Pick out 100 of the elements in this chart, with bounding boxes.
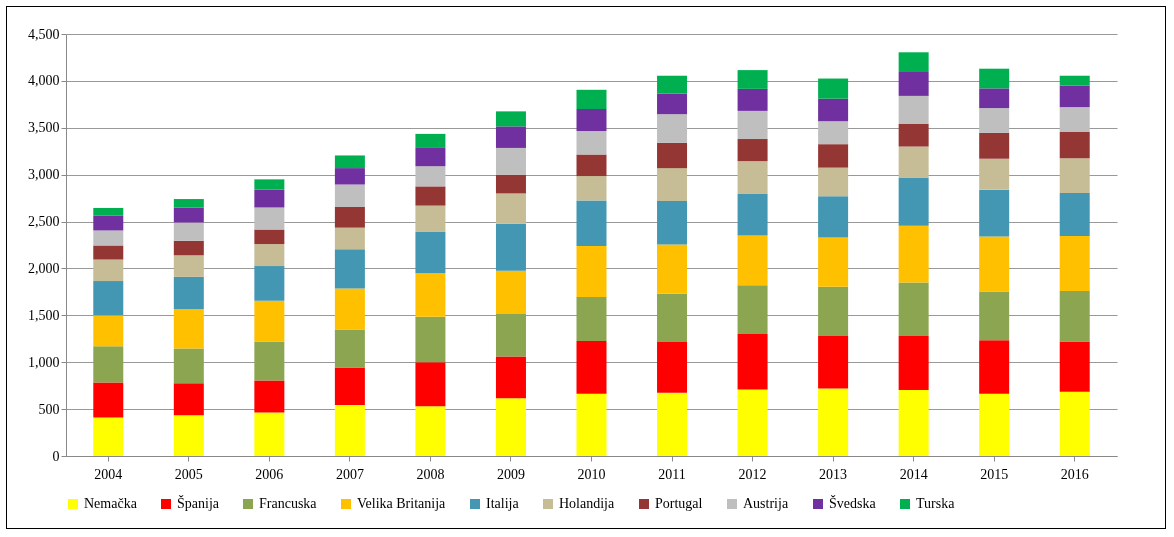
bar xyxy=(657,244,688,294)
x-tick-label: 2009 xyxy=(496,466,525,482)
bar xyxy=(737,70,768,89)
bar xyxy=(576,154,607,177)
bar xyxy=(334,155,365,169)
bar xyxy=(93,417,124,456)
bar xyxy=(334,367,365,405)
bar xyxy=(334,404,365,456)
bar xyxy=(415,362,446,407)
bar xyxy=(979,88,1010,109)
y-tick-label: 4,500 xyxy=(28,26,60,42)
bar xyxy=(93,215,124,231)
x-tick-label: 2004 xyxy=(94,466,123,482)
bar xyxy=(979,393,1010,456)
bar xyxy=(495,270,526,314)
bar xyxy=(334,207,365,228)
legend-label: Holandija xyxy=(559,496,615,511)
bar xyxy=(254,179,285,190)
x-tick-label: 2014 xyxy=(899,466,928,482)
bar xyxy=(495,193,526,224)
bar xyxy=(334,329,365,368)
bar xyxy=(334,249,365,289)
bar xyxy=(818,121,849,145)
bar xyxy=(254,300,285,342)
bar xyxy=(495,313,526,357)
bar xyxy=(898,389,929,456)
bar xyxy=(576,200,607,246)
y-tick-label: 2,500 xyxy=(28,214,60,230)
bar xyxy=(737,110,768,140)
bar xyxy=(254,229,285,245)
bar xyxy=(495,398,526,456)
bar xyxy=(737,193,768,236)
bar xyxy=(1059,85,1090,108)
bar xyxy=(657,93,688,115)
bar xyxy=(334,168,365,185)
bar xyxy=(818,78,849,99)
x-tick-label: 2013 xyxy=(819,466,848,482)
bar xyxy=(657,392,688,456)
bar xyxy=(979,108,1010,133)
legend-label: Francuska xyxy=(259,496,318,511)
bar xyxy=(254,266,285,301)
bar xyxy=(979,158,1010,190)
bar xyxy=(657,114,688,143)
bar xyxy=(415,316,446,363)
bar xyxy=(334,184,365,208)
bar xyxy=(898,124,929,147)
bar xyxy=(737,88,768,111)
bar xyxy=(495,111,526,127)
bar xyxy=(818,144,849,168)
bar xyxy=(1059,236,1090,291)
bar xyxy=(1059,132,1090,159)
bar xyxy=(93,230,124,246)
y-tick-label: 2,000 xyxy=(28,260,60,276)
bar xyxy=(898,282,929,336)
bar xyxy=(737,285,768,335)
bar xyxy=(173,207,204,223)
bar xyxy=(979,68,1010,89)
bar xyxy=(415,406,446,456)
bar xyxy=(657,168,688,201)
bar xyxy=(657,142,688,169)
bar xyxy=(415,186,446,206)
bar xyxy=(818,335,849,389)
bar xyxy=(818,98,849,122)
bar xyxy=(1059,75,1090,86)
bar xyxy=(93,346,124,383)
bar xyxy=(415,273,446,317)
bar xyxy=(818,196,849,238)
bar xyxy=(737,334,768,390)
bar xyxy=(576,131,607,155)
bar xyxy=(657,200,688,245)
bar xyxy=(818,167,849,197)
bar xyxy=(1059,192,1090,237)
bar xyxy=(576,176,607,201)
bar xyxy=(93,245,124,260)
bar xyxy=(495,223,526,271)
bar xyxy=(173,348,204,384)
bar xyxy=(93,259,124,282)
legend-label: Turska xyxy=(916,496,956,511)
legend-label: Austrija xyxy=(743,496,789,511)
bar xyxy=(737,139,768,162)
bar xyxy=(576,393,607,456)
legend-label: Španija xyxy=(177,495,220,511)
bar xyxy=(173,255,204,277)
bar xyxy=(1059,391,1090,456)
bar xyxy=(254,341,285,381)
bar xyxy=(576,245,607,298)
bar xyxy=(576,341,607,394)
bar xyxy=(898,95,929,125)
bar xyxy=(254,207,285,230)
x-tick-label: 2012 xyxy=(738,466,767,482)
x-tick-label: 2005 xyxy=(174,466,203,482)
bar xyxy=(1059,158,1090,193)
bar xyxy=(173,199,204,208)
x-tick-label: 2015 xyxy=(980,466,1009,482)
bar xyxy=(818,286,849,336)
legend-label: Nemačka xyxy=(84,496,138,511)
bar xyxy=(576,109,607,132)
bar xyxy=(495,356,526,399)
bar xyxy=(495,147,526,175)
bar xyxy=(979,189,1010,237)
